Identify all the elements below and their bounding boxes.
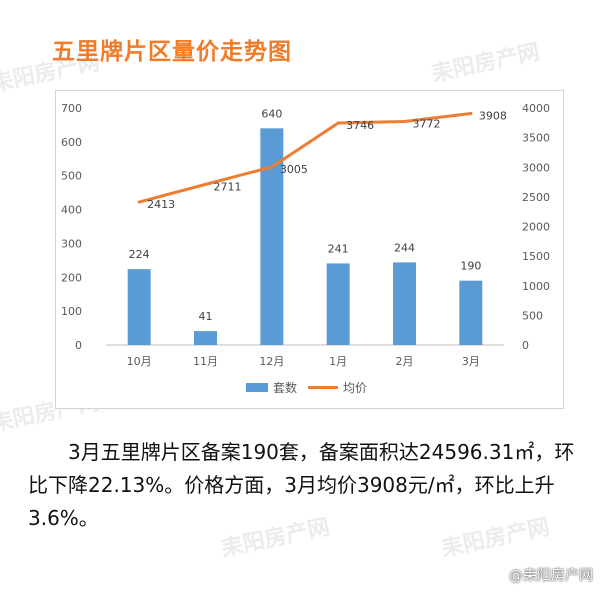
bar (326, 263, 350, 345)
y-left-tick-label: 300 (61, 237, 82, 250)
line-point (336, 121, 340, 125)
y-right-tick-label: 3500 (522, 132, 550, 145)
bar-data-label: 640 (261, 107, 282, 120)
bar (393, 262, 416, 345)
y-left-tick-label: 400 (61, 204, 82, 217)
bar-data-label: 41 (199, 310, 213, 323)
line-series-path (137, 111, 473, 204)
legend-swatch-bar (246, 383, 268, 392)
y-left-tick-label: 200 (61, 271, 82, 284)
y-right-tick-label: 1500 (522, 250, 550, 263)
brand-label: @耒阳房产网 (509, 568, 593, 584)
bar (127, 269, 151, 345)
bar (459, 280, 483, 345)
bar (260, 128, 284, 345)
legend-label: 均价 (343, 381, 367, 395)
chart-container: 0 100 200 300 400 500 600 700 0 500 1000 1500 2000 25… (55, 90, 564, 409)
x-tick-label: 11月 (193, 355, 218, 368)
line-point (137, 200, 141, 204)
y-left-tick-label: 600 (61, 136, 82, 149)
y-right-tick-label: 500 (522, 309, 543, 322)
watermark: 耒阳房产网 (429, 39, 542, 88)
bar-data-label: 241 (328, 242, 349, 255)
bar (194, 331, 217, 345)
line-point (469, 111, 473, 115)
y-left-tick-label: 500 (61, 170, 82, 183)
line-data-label: 2711 (214, 180, 242, 193)
summary-paragraph: 3月五里牌片区备案190套，备案面积达24596.31㎡，环比下降22.13%。… (28, 440, 575, 530)
x-tick-label: 3月 (462, 355, 480, 368)
line-point (204, 182, 207, 186)
line-point (270, 165, 274, 169)
bar-data-label: 224 (129, 248, 150, 261)
y-left-tick-label: 100 (61, 305, 82, 318)
y-right-tick-label: 3000 (522, 161, 550, 174)
y-left-tick-label: 700 (61, 102, 82, 115)
x-tick-label: 10月 (127, 355, 152, 368)
x-tick-label: 2月 (396, 355, 414, 368)
y-right-tick-label: 1000 (522, 280, 550, 293)
line-data-label: 3772 (413, 118, 441, 131)
line-data-label: 3005 (280, 163, 308, 176)
y-right-tick-label: 4000 (522, 102, 550, 115)
y-right-tick-label: 0 (522, 339, 529, 352)
combo-chart: 0 100 200 300 400 500 600 700 0 500 1000 1500 2000 25… (61, 102, 550, 395)
bar-data-label: 244 (394, 241, 415, 254)
bar-data-label: 190 (460, 260, 481, 273)
x-tick-label: 12月 (259, 355, 284, 368)
y-left-tick-label: 0 (75, 339, 82, 352)
line-data-label: 2413 (147, 198, 175, 211)
page-title: 五里牌片区量价走势图 (52, 39, 292, 65)
y-right-tick-label: 2000 (522, 221, 550, 234)
y-right-tick-label: 2500 (522, 191, 550, 204)
line-data-label: 3746 (346, 119, 374, 132)
line-data-label: 3908 (479, 109, 507, 122)
x-tick-label: 1月 (329, 355, 347, 368)
legend-label: 套数 (273, 380, 297, 395)
line-point (403, 120, 406, 124)
